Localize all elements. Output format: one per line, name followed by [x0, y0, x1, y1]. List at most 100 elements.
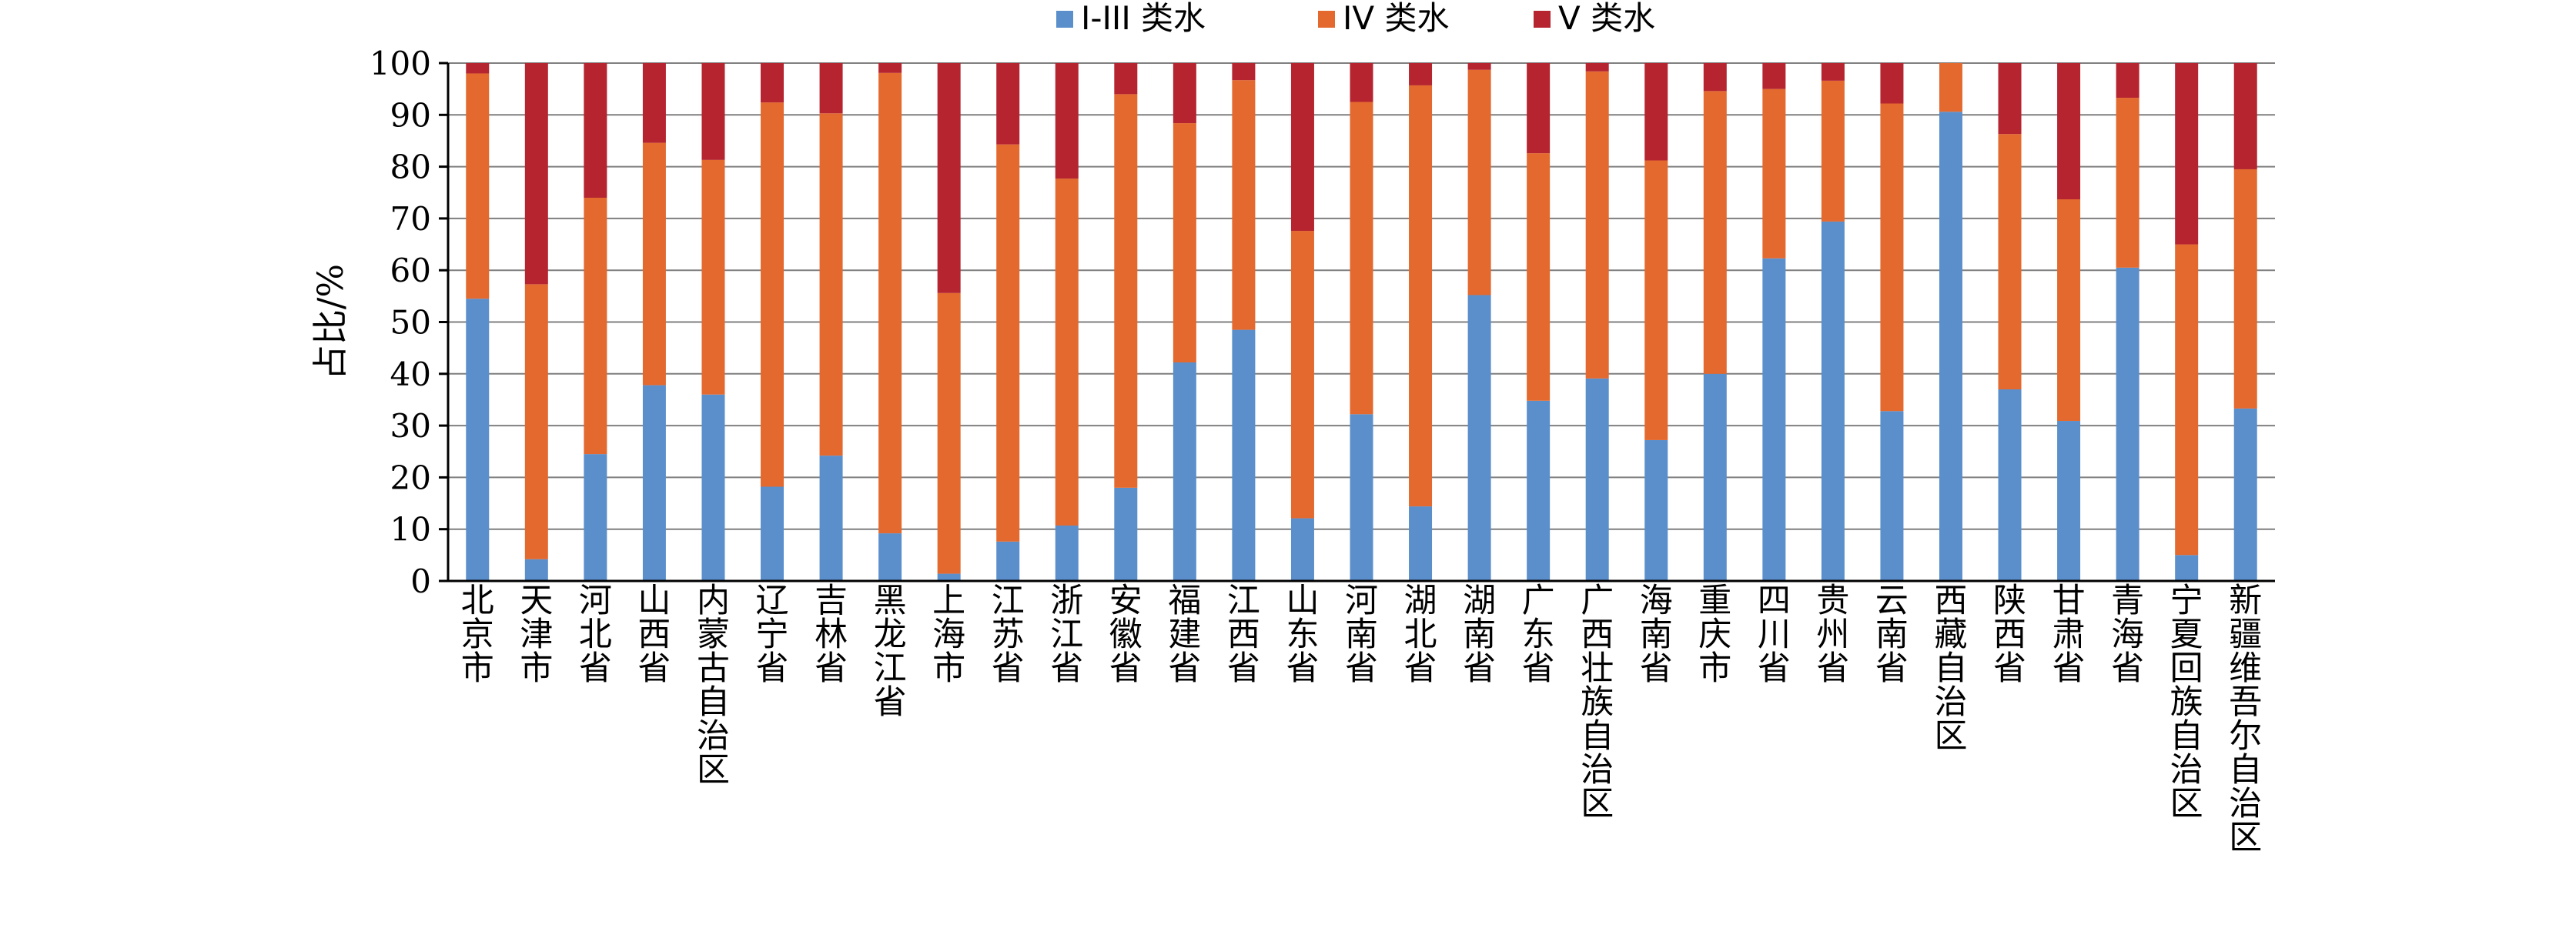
bar-segment	[1290, 231, 1314, 519]
bar-segment	[466, 73, 490, 299]
bar-segment	[1055, 63, 1079, 179]
x-tick-label: 云南省	[1875, 582, 1909, 688]
x-tick-label: 四川省	[1758, 582, 1791, 688]
bar-segment	[1290, 518, 1314, 581]
bar-segment	[1880, 411, 1904, 581]
bar-segment	[1350, 63, 1373, 102]
bar-segment	[1232, 329, 1256, 581]
bar-segment	[996, 63, 1020, 145]
bar-segment	[761, 486, 785, 581]
bar-segment	[2057, 63, 2081, 199]
bar-segment	[524, 284, 548, 559]
x-tick-label: 山西省	[637, 582, 671, 688]
bar-segment	[701, 394, 725, 581]
bar-segment	[2233, 63, 2257, 169]
bar-segment	[1350, 414, 1373, 581]
x-tick-label: 北京市	[461, 582, 494, 688]
bar-segment	[1585, 63, 1609, 72]
x-tick-label: 上海市	[932, 582, 965, 688]
bar-segment	[584, 63, 607, 198]
legend-label: I-III 类水	[1081, 0, 1206, 37]
bar-segment	[996, 541, 1020, 581]
bar-segment	[1939, 63, 1962, 112]
bar-segment	[1703, 63, 1727, 92]
bar-segment	[524, 559, 548, 581]
bar-segment	[2175, 244, 2199, 556]
x-tick-label: 江苏省	[992, 582, 1025, 688]
legend: I-III 类水 IV 类水 V 类水	[1056, 0, 1655, 37]
bar-segment	[1173, 123, 1196, 362]
bar-segment	[937, 63, 961, 293]
y-tick-label: 60	[390, 252, 431, 289]
bar-segment	[1055, 525, 1079, 581]
bar-segment	[1114, 94, 1138, 488]
x-tick-label: 贵州省	[1816, 582, 1849, 688]
x-tick-label: 广西壮族自治区	[1581, 582, 1614, 823]
x-tick-label: 江西省	[1227, 582, 1260, 688]
x-tick-label: 甘肃省	[2052, 582, 2086, 688]
bar-segment	[996, 144, 1020, 542]
bar-segment	[1527, 400, 1551, 581]
bar-segment	[937, 292, 961, 574]
bar-segment	[1173, 63, 1196, 124]
y-tick-label: 70	[390, 200, 431, 238]
bar-segment	[466, 63, 490, 74]
bar-segment	[1703, 91, 1727, 374]
bar-segment	[1821, 80, 1845, 222]
bar-segment	[642, 63, 666, 143]
x-tick-label: 河南省	[1345, 582, 1378, 688]
y-tick-label: 0	[410, 562, 431, 600]
bar-segment	[761, 102, 785, 487]
y-tick-label: 80	[390, 149, 431, 186]
legend-label: V 类水	[1558, 0, 1655, 37]
x-tick-label: 河北省	[579, 582, 612, 688]
bar-segment	[1821, 221, 1845, 581]
bar-segment	[1998, 134, 2022, 389]
y-tick-label: 30	[390, 407, 431, 445]
y-tick-label: 90	[390, 96, 431, 134]
x-tick-label: 新疆维吾尔自治区	[2229, 582, 2262, 857]
bar-segment	[1762, 63, 1786, 89]
bar-segment	[584, 454, 607, 581]
y-tick-label: 10	[390, 511, 431, 549]
x-tick-label: 辽宁省	[756, 582, 789, 688]
bar-segment	[819, 113, 843, 456]
bar-segment	[819, 63, 843, 114]
bar-segment	[701, 159, 725, 395]
x-tick-label: 陕西省	[1993, 582, 2026, 688]
bar-segment	[1527, 63, 1551, 154]
x-tick-label: 广东省	[1522, 582, 1555, 688]
x-tick-label: 福建省	[1168, 582, 1201, 688]
bar-segment	[1527, 153, 1551, 401]
bar-segment	[1467, 295, 1491, 581]
bar-segment	[1055, 179, 1079, 526]
bar-segment	[1880, 103, 1904, 412]
bar-segment	[1585, 71, 1609, 379]
y-tick-label: 50	[390, 304, 431, 342]
bar-segment	[642, 142, 666, 386]
bar-segment	[1585, 378, 1609, 581]
bar-segment	[2175, 555, 2199, 581]
x-tick-label: 湖南省	[1463, 582, 1496, 688]
x-tick-label: 青海省	[2111, 582, 2144, 688]
y-tick-label: 40	[390, 356, 431, 393]
x-tick-label: 内蒙古自治区	[697, 582, 730, 789]
bar-segment	[701, 63, 725, 160]
bar-segment	[1939, 112, 1962, 582]
bar-segment	[1350, 102, 1373, 415]
x-tick-label: 湖北省	[1404, 582, 1437, 688]
x-tick-label: 重庆市	[1698, 582, 1731, 688]
bar-segment	[1821, 63, 1845, 81]
bar-segment	[1232, 80, 1256, 330]
bars	[466, 63, 2257, 582]
bar-segment	[1173, 362, 1196, 581]
bar-segment	[1114, 487, 1138, 581]
y-tick-label: 20	[390, 459, 431, 496]
bar-segment	[1409, 63, 1433, 85]
bar-segment	[2233, 169, 2257, 409]
bar-segment	[1114, 63, 1138, 95]
bar-segment	[1467, 69, 1491, 295]
bar-segment	[584, 197, 607, 455]
bar-segment	[1644, 439, 1668, 581]
bar-segment	[1290, 63, 1314, 232]
